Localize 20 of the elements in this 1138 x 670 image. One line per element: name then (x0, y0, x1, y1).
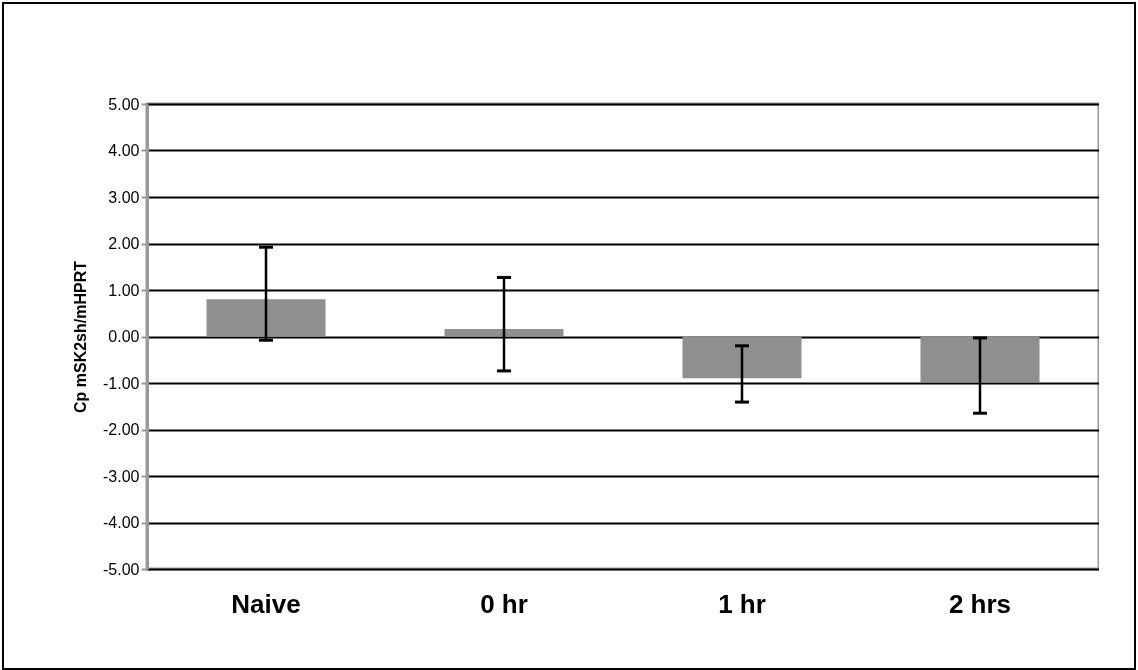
y-axis-title: Cp mSK2sh/mHPRT (72, 260, 90, 414)
x-tick-label: 2 hrs (948, 588, 1012, 619)
x-tick-label: Naive (231, 588, 301, 619)
x-tick-label: 0 hr (480, 588, 528, 619)
y-tick-label: 0.00 (108, 328, 140, 345)
y-tick-label: -4.00 (103, 514, 140, 531)
bar (206, 299, 326, 337)
y-tick-label: 1.00 (108, 281, 140, 299)
y-tick-label: -2.00 (103, 421, 140, 438)
y-tick-label: 3.00 (108, 188, 140, 206)
y-tick-label: -3.00 (103, 467, 140, 485)
y-tick-label: 4.00 (108, 142, 140, 159)
y-tick-label: -5.00 (103, 560, 140, 578)
bar (920, 336, 1040, 383)
y-tick-label: 5.00 (108, 95, 140, 113)
y-tick-label: 2.00 (108, 235, 140, 252)
bar (682, 336, 802, 379)
bar (444, 329, 564, 337)
x-tick-label: 1 hr (718, 588, 766, 619)
y-tick-label: -1.00 (103, 374, 140, 392)
